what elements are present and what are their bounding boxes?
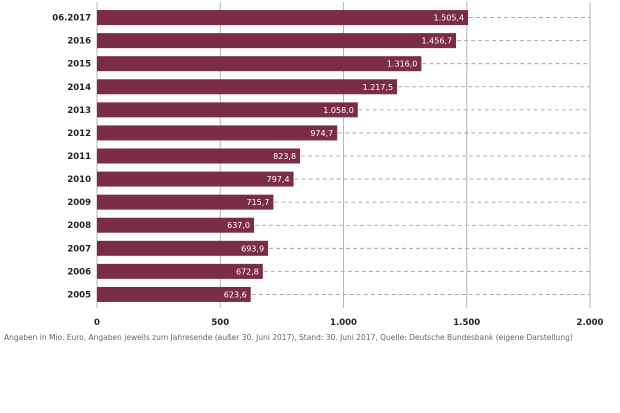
value-label: 1.217,5	[363, 83, 394, 92]
value-label: 1.456,7	[422, 37, 453, 46]
bar	[97, 217, 255, 233]
value-label: 1.505,4	[434, 14, 465, 23]
grid-lines	[96, 2, 591, 308]
bar	[97, 56, 422, 72]
x-tick-label: 500	[211, 318, 229, 328]
bar	[97, 148, 301, 164]
value-label: 672,8	[236, 267, 259, 276]
category-label: 2013	[67, 106, 91, 116]
value-label: 715,7	[247, 198, 270, 207]
category-label: 2007	[67, 244, 91, 254]
x-tick-label: 1.000	[330, 318, 357, 328]
value-label: 974,7	[310, 129, 333, 138]
bar	[97, 79, 398, 95]
value-label: 823,8	[273, 152, 296, 161]
bar	[97, 240, 269, 256]
bar	[97, 263, 263, 279]
category-label: 2012	[67, 129, 91, 139]
category-label: 2014	[67, 83, 91, 93]
category-label: 2011	[67, 152, 91, 162]
x-tick-label: 2.000	[577, 318, 604, 328]
bar	[97, 33, 457, 49]
bars	[97, 10, 469, 302]
value-label: 797,4	[267, 175, 290, 184]
value-label: 1.058,0	[323, 106, 354, 115]
value-label: 1.316,0	[387, 60, 418, 69]
labels: 0 500 1.000 1.500 2.000 06.2017 1.505,4 2016 1.4…	[52, 14, 603, 328]
bar	[97, 171, 294, 187]
bar	[97, 125, 338, 141]
bar	[97, 194, 274, 210]
category-label: 2008	[67, 221, 91, 231]
bar	[97, 10, 469, 26]
bar	[97, 102, 358, 118]
x-tick-label: 0	[94, 318, 100, 328]
chart-footnote: Angaben in Mio. Euro, Angaben jeweils zu…	[4, 333, 573, 342]
category-label: 2006	[67, 267, 91, 277]
x-tick-label: 1.500	[453, 318, 480, 328]
category-label: 2005	[67, 290, 91, 300]
value-label: 637,0	[227, 221, 250, 230]
bar	[97, 286, 251, 302]
category-label: 2015	[67, 60, 91, 70]
value-label: 623,6	[224, 290, 247, 299]
category-label: 2016	[67, 37, 91, 47]
category-label: 2010	[67, 175, 91, 185]
value-label: 693,9	[241, 244, 264, 253]
category-label: 2009	[67, 198, 91, 208]
category-label: 06.2017	[52, 14, 91, 24]
